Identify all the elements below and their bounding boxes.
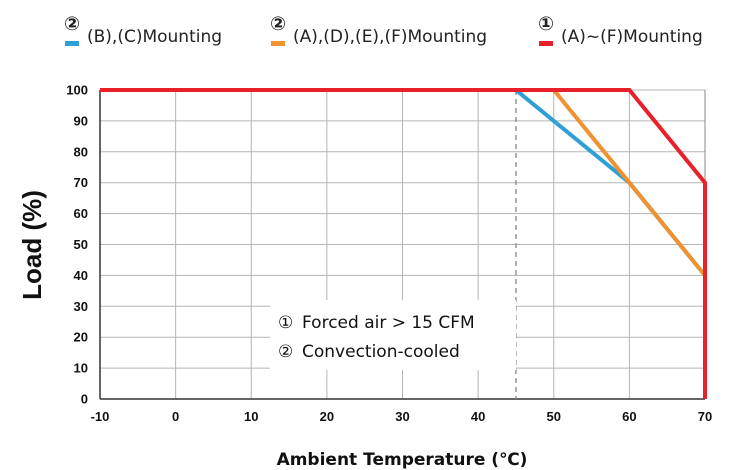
- x-tick-label: 20: [320, 409, 334, 424]
- annotation-mark-2: ②: [278, 342, 293, 362]
- legend-swatch-1: [65, 41, 79, 46]
- y-tick-label: 100: [66, 83, 88, 98]
- y-tick-label: 20: [74, 330, 88, 345]
- x-tick-label: 40: [471, 409, 485, 424]
- y-tick-label: 70: [74, 175, 88, 190]
- x-tick-label: 50: [547, 409, 561, 424]
- legend-mark-1: ②: [64, 13, 80, 35]
- x-tick-label: 0: [172, 409, 179, 424]
- series-layer: [100, 88, 707, 399]
- chart-legend: ② (B),(C)Mounting ② (A),(D),(E),(F)Mounting…: [64, 13, 703, 47]
- x-tick-label: 30: [395, 409, 409, 424]
- annotation-text-1: Forced air > 15 CFM: [302, 313, 475, 333]
- y-tick-label: 90: [74, 113, 88, 128]
- series-line-3: [100, 88, 707, 399]
- y-tick-label: 0: [81, 392, 88, 407]
- x-tick-label: 70: [698, 409, 712, 424]
- y-tick-label: 80: [74, 144, 88, 159]
- x-tick-label: -10: [91, 409, 110, 424]
- y-tick-label: 50: [74, 237, 88, 252]
- annotation-box: ① Forced air > 15 CFM ② Convection-cooled: [270, 300, 516, 370]
- legend-label-3: (A)~(F)Mounting: [561, 27, 703, 47]
- y-axis-ticks: 0 10 20 30 40 50 60 70 80 90 100: [66, 83, 88, 407]
- legend-swatch-2: [271, 41, 285, 46]
- legend-label-1: (B),(C)Mounting: [87, 27, 222, 47]
- y-tick-label: 60: [74, 206, 88, 221]
- y-tick-label: 10: [74, 361, 88, 376]
- y-axis-label: Load (%): [17, 190, 47, 300]
- x-axis-ticks: -10 0 10 20 30 40 50 60 70: [91, 409, 713, 424]
- legend-swatch-3: [539, 41, 553, 46]
- x-tick-label: 60: [622, 409, 636, 424]
- x-axis-label: Ambient Temperature (℃): [277, 450, 528, 470]
- legend-mark-2: ②: [270, 13, 286, 35]
- annotation-background: [270, 300, 516, 370]
- annotation-text-2: Convection-cooled: [302, 342, 460, 362]
- y-tick-label: 30: [74, 299, 88, 314]
- legend-mark-3: ①: [538, 13, 554, 35]
- legend-label-2: (A),(D),(E),(F)Mounting: [293, 27, 487, 47]
- annotation-mark-1: ①: [278, 313, 293, 333]
- x-tick-label: 10: [244, 409, 258, 424]
- y-tick-label: 40: [74, 268, 88, 283]
